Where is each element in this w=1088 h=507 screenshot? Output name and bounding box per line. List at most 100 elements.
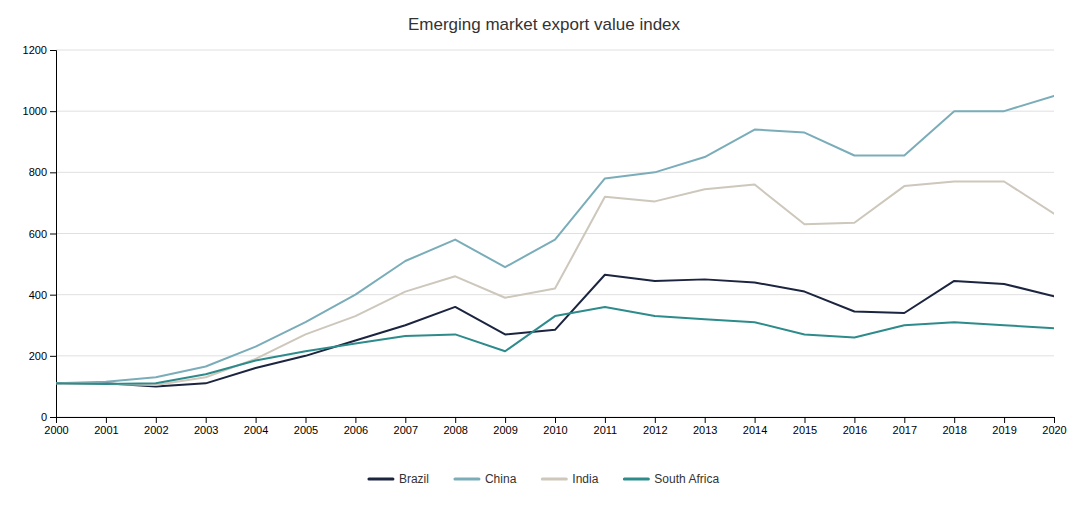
series-line: [56, 96, 1054, 383]
x-tick: 2020: [1042, 417, 1066, 436]
x-tick: 2000: [44, 417, 68, 436]
y-tick: 1200: [23, 44, 56, 56]
x-tick-mark: [156, 417, 157, 423]
y-tick-mark: [50, 295, 56, 296]
x-tick-label: 2010: [543, 424, 567, 436]
x-tick-mark: [705, 417, 706, 423]
legend-item: China: [455, 472, 517, 486]
x-tick: 2018: [942, 417, 966, 436]
x-tick-mark: [106, 417, 107, 423]
x-tick-label: 2018: [942, 424, 966, 436]
series-line: [56, 275, 1054, 387]
y-tick-mark: [50, 356, 56, 357]
chart-container: 0 200 400 600 800 1000 1200 2000 2001 2002 2003 200…: [0, 0, 1088, 507]
x-tick-label: 2006: [344, 424, 368, 436]
legend: Brazil China India South Africa: [369, 472, 719, 486]
x-tick: 2017: [893, 417, 917, 436]
x-tick: 2009: [493, 417, 517, 436]
x-tick-label: 2002: [144, 424, 168, 436]
y-tick: 0: [41, 411, 56, 423]
x-tick-mark: [655, 417, 656, 423]
legend-swatch: [455, 478, 479, 481]
x-tick: 2007: [394, 417, 418, 436]
x-tick: 2019: [992, 417, 1016, 436]
legend-label: India: [572, 472, 598, 486]
x-tick-mark: [605, 417, 606, 423]
x-tick-label: 2017: [893, 424, 917, 436]
x-tick-label: 2014: [743, 424, 767, 436]
x-tick-label: 2012: [643, 424, 667, 436]
x-tick-label: 2015: [793, 424, 817, 436]
legend-swatch: [542, 478, 566, 481]
x-tick-mark: [505, 417, 506, 423]
y-tick-label: 200: [29, 350, 47, 362]
grid-line: [56, 233, 1054, 234]
x-axis: 2000200120022003200420052006200720082009…: [44, 417, 1066, 436]
y-tick-label: 1000: [23, 105, 47, 117]
x-tick-label: 2020: [1042, 424, 1066, 436]
x-tick-label: 2004: [244, 424, 268, 436]
legend-swatch: [624, 478, 648, 481]
y-tick-label: 400: [29, 289, 47, 301]
x-tick-label: 2003: [194, 424, 218, 436]
chart-svg: 0 200 400 600 800 1000 1200 2000 2001 2002 2003 200…: [0, 0, 1088, 507]
x-tick-mark: [455, 417, 456, 423]
grid-line: [56, 172, 1054, 173]
x-tick-mark: [904, 417, 905, 423]
x-tick-label: 2009: [493, 424, 517, 436]
x-tick-mark: [954, 417, 955, 423]
x-tick-mark: [1054, 417, 1055, 423]
x-tick-mark: [805, 417, 806, 423]
x-tick: 2015: [793, 417, 817, 436]
legend-label: South Africa: [654, 472, 719, 486]
legend-item: Brazil: [369, 472, 429, 486]
series-line: [56, 307, 1054, 384]
legend-label: Brazil: [399, 472, 429, 486]
grid-line: [56, 355, 1054, 356]
x-tick: 2012: [643, 417, 667, 436]
x-tick-label: 2007: [394, 424, 418, 436]
x-tick: 2002: [144, 417, 168, 436]
legend-label: China: [485, 472, 517, 486]
x-tick-label: 2005: [294, 424, 318, 436]
y-tick-mark: [50, 417, 56, 418]
chart-title: Emerging market export value index: [408, 15, 681, 34]
x-tick-label: 2013: [693, 424, 717, 436]
x-tick-label: 2019: [992, 424, 1016, 436]
y-tick-mark: [50, 50, 56, 51]
lines: [56, 96, 1054, 387]
x-tick-mark: [56, 417, 57, 423]
x-tick-mark: [306, 417, 307, 423]
legend-item: South Africa: [624, 472, 719, 486]
x-tick: 2014: [743, 417, 767, 436]
x-tick: 2013: [693, 417, 717, 436]
x-tick-mark: [355, 417, 356, 423]
y-tick: 200: [29, 350, 56, 362]
x-tick: 2001: [94, 417, 118, 436]
grid-line: [56, 294, 1054, 295]
x-tick: 2016: [843, 417, 867, 436]
y-tick-mark: [50, 234, 56, 235]
x-tick: 2004: [244, 417, 268, 436]
grid: [56, 50, 1054, 417]
y-tick: 600: [29, 228, 56, 240]
x-tick-mark: [854, 417, 855, 423]
y-tick: 800: [29, 166, 56, 178]
x-tick: 2011: [594, 417, 618, 436]
grid-line: [56, 50, 1054, 51]
legend-item: India: [542, 472, 598, 486]
y-tick-label: 1200: [23, 44, 47, 56]
y-axis-line: [50, 51, 57, 418]
y-tick: 1000: [23, 105, 56, 117]
y-tick-label: 600: [29, 228, 47, 240]
y-tick-mark: [50, 172, 56, 173]
y-tick-label: 0: [41, 411, 47, 423]
x-axis-line: [57, 418, 1055, 424]
x-tick: 2010: [543, 417, 567, 436]
x-tick-label: 2000: [44, 424, 68, 436]
x-tick-label: 2016: [843, 424, 867, 436]
series-line: [56, 182, 1054, 385]
y-tick: 400: [29, 289, 56, 301]
x-tick-label: 2001: [94, 424, 118, 436]
x-tick-mark: [256, 417, 257, 423]
